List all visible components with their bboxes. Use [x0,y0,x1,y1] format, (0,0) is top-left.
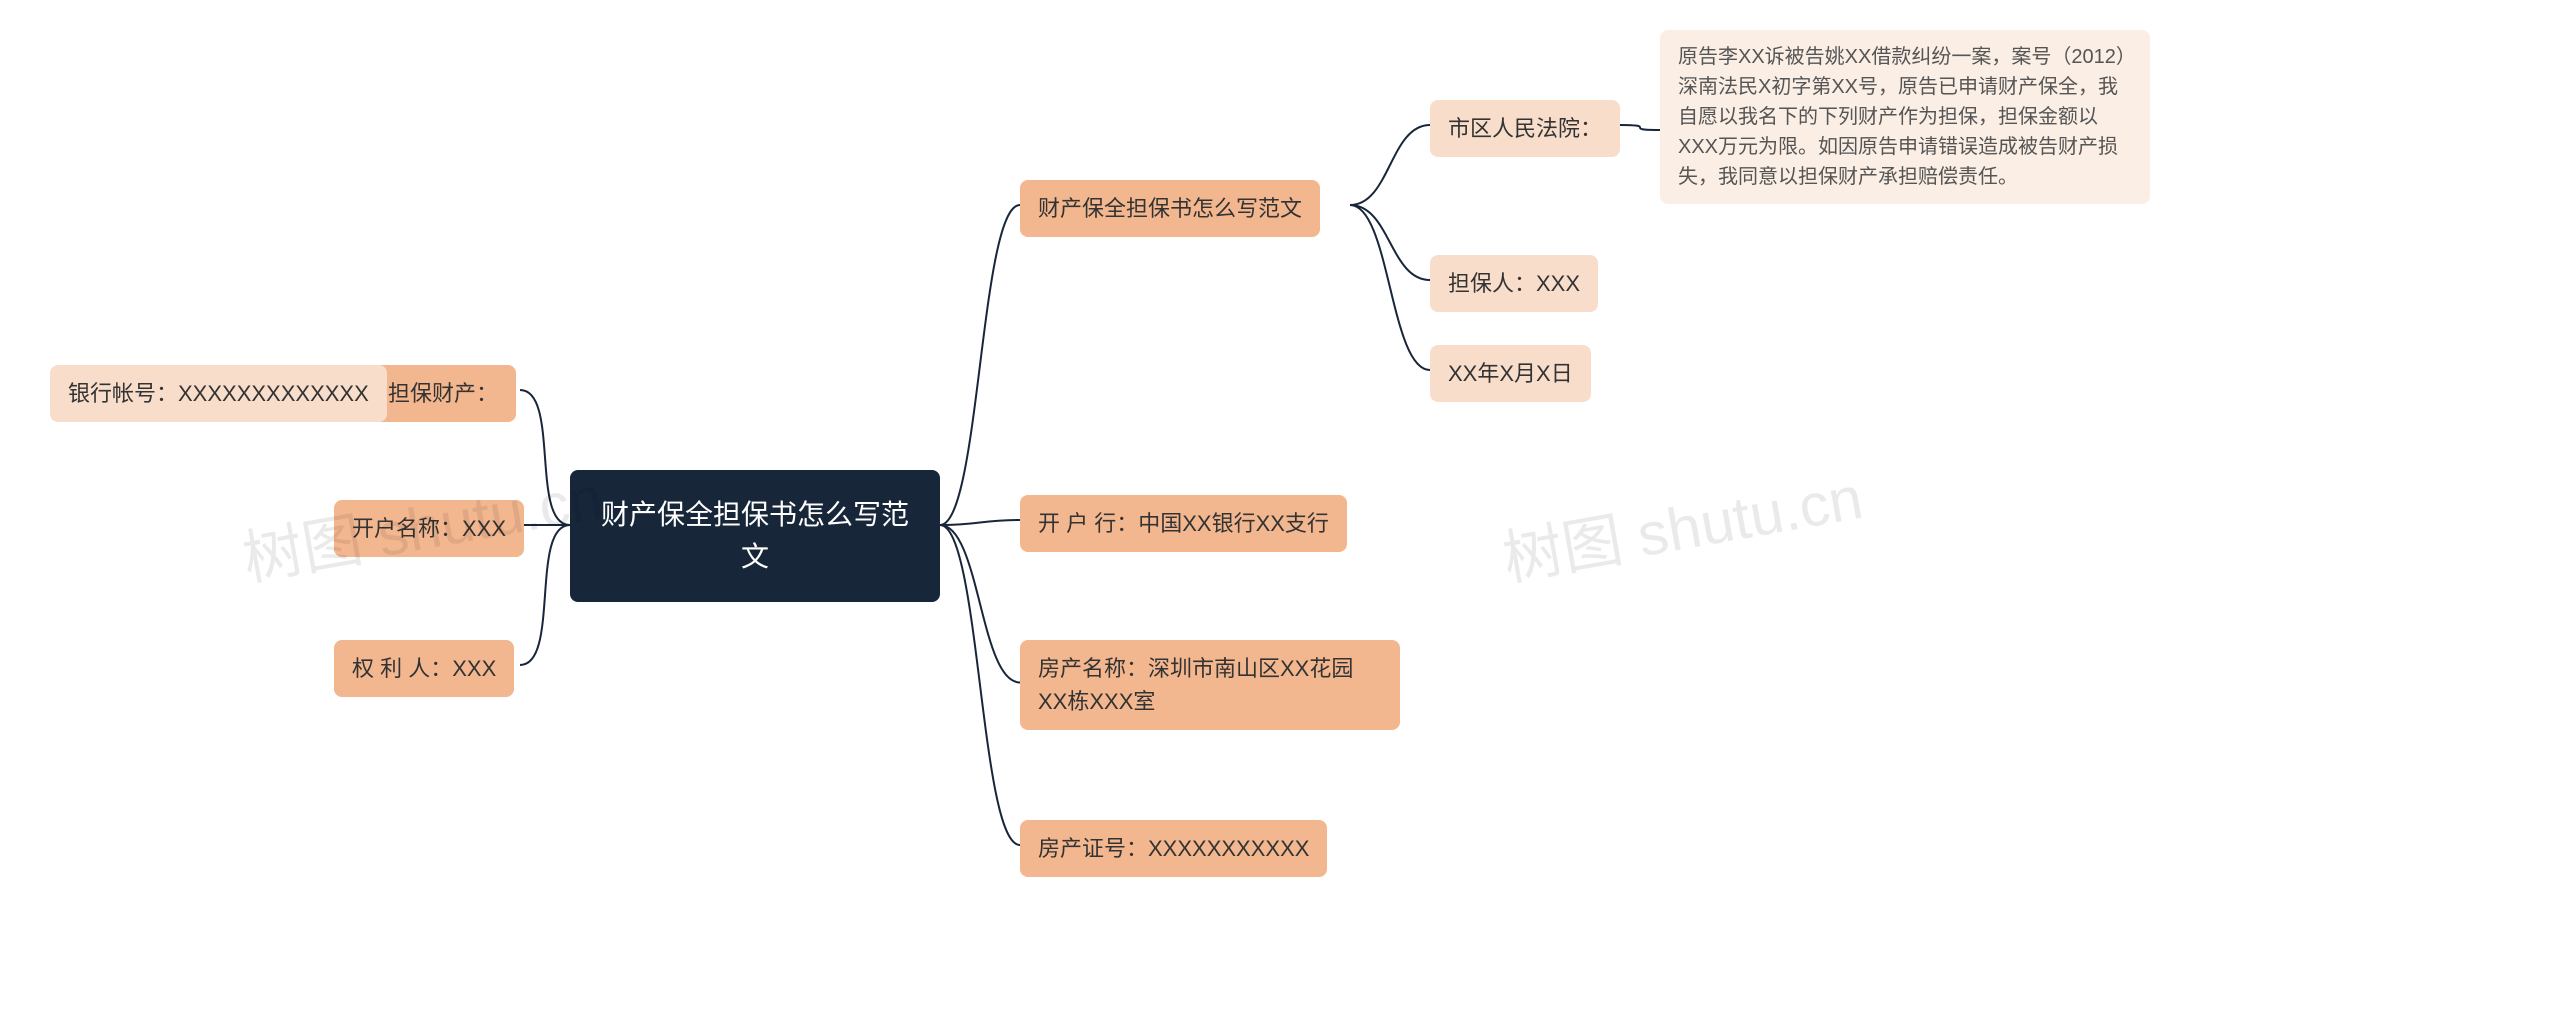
label: 市区人民法院： [1448,116,1602,141]
label: 担保财产： [388,381,498,406]
connector [940,205,1020,525]
connector [520,525,570,665]
node-property-cert: 房产证号：XXXXXXXXXXX [1020,820,1327,877]
node-template-title: 财产保全担保书怎么写范文 [1020,180,1320,237]
node-bank-branch: 开 户 行：中国XX银行XX支行 [1020,495,1347,552]
watermark: 树图 shutu.cn [1495,449,1868,598]
label: 银行帐号：XXXXXXXXXXXXX [68,381,369,406]
label: 原告李XX诉被告姚XX借款纠纷一案，案号（2012）深南法民X初字第XX号，原告… [1678,46,2126,188]
root-node: 财产保全担保书怎么写范 文 [570,470,940,602]
node-guarantor: 担保人：XXX [1430,255,1598,312]
connector [520,390,570,525]
connector [1350,125,1430,205]
node-right-holder: 权 利 人：XXX [334,640,514,697]
connector [1350,205,1430,370]
node-court-body: 原告李XX诉被告姚XX借款纠纷一案，案号（2012）深南法民X初字第XX号，原告… [1660,30,2150,204]
label: 权 利 人：XXX [352,656,496,681]
label: 开户名称：XXX [352,516,506,541]
label: 房产证号：XXXXXXXXXXX [1038,836,1309,861]
label: 担保人：XXX [1448,271,1580,296]
label: XX年X月X日 [1448,361,1573,386]
node-date: XX年X月X日 [1430,345,1591,402]
connector [940,525,1020,845]
root-label: 财产保全担保书怎么写范 文 [601,499,909,572]
node-property-name: 房产名称：深圳市南山区XX花园XX栋XXX室 [1020,640,1400,730]
label: 财产保全担保书怎么写范文 [1038,196,1302,221]
label: 房产名称：深圳市南山区XX花园XX栋XXX室 [1038,656,1353,714]
node-guarantee-property: 担保财产： [370,365,516,422]
node-account-name: 开户名称：XXX [334,500,524,557]
connector [1350,205,1430,280]
connector [940,525,1020,683]
node-bank-account: 银行帐号：XXXXXXXXXXXXX [50,365,387,422]
label: 开 户 行：中国XX银行XX支行 [1038,511,1329,536]
connector [940,520,1020,525]
connector [1620,125,1660,130]
node-court: 市区人民法院： [1430,100,1620,157]
